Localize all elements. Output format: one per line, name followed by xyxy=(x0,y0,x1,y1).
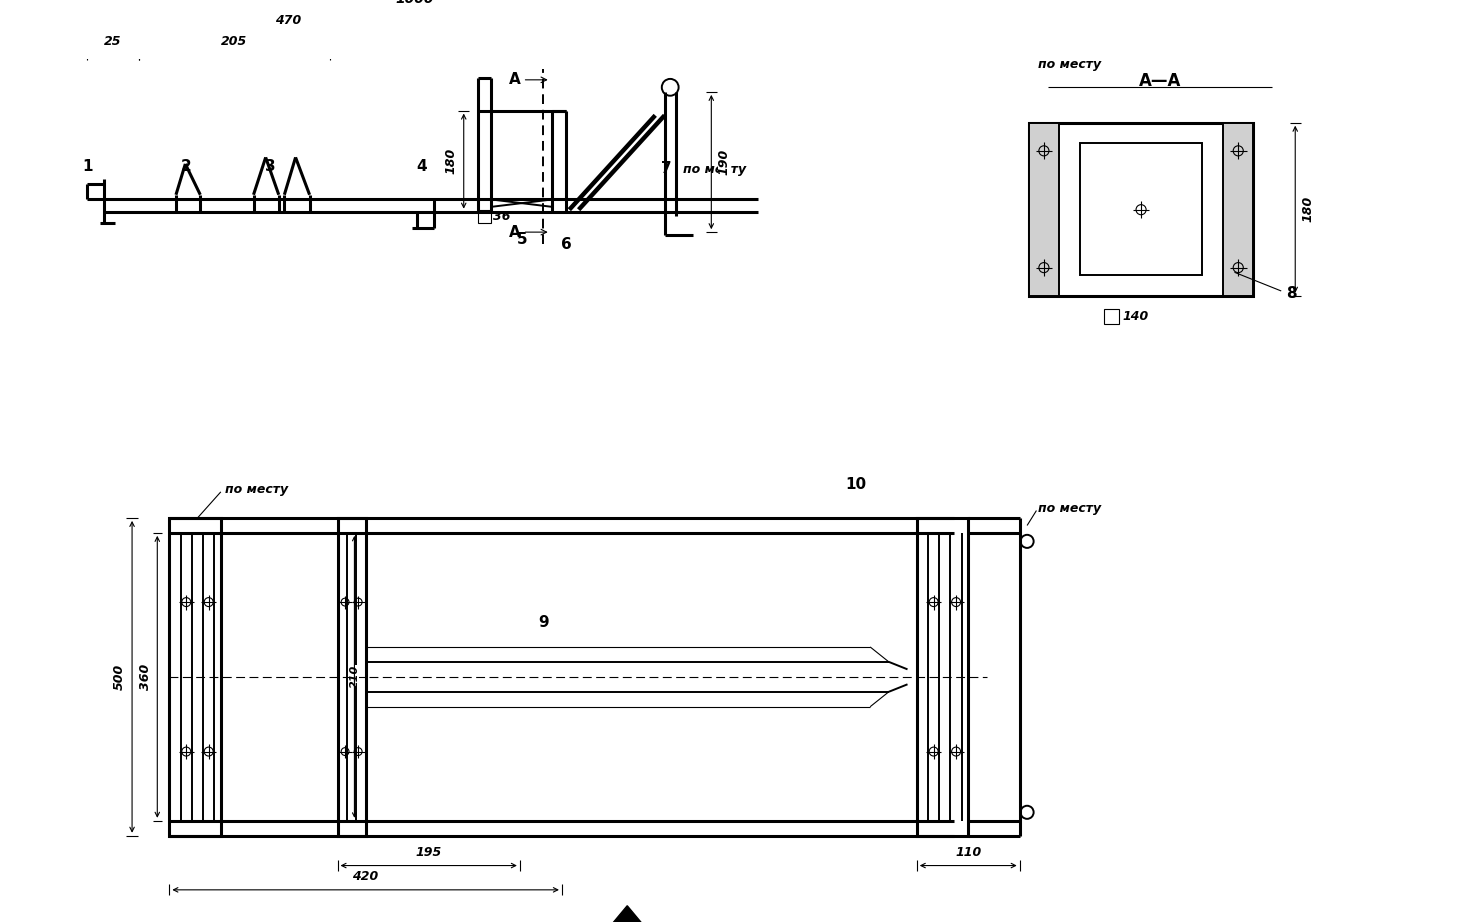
Text: 110: 110 xyxy=(955,846,981,859)
Polygon shape xyxy=(610,905,644,923)
Text: 6: 6 xyxy=(561,237,572,252)
Text: 140: 140 xyxy=(1123,310,1149,323)
Text: 9: 9 xyxy=(537,615,549,630)
Text: 195: 195 xyxy=(416,846,442,859)
Text: A: A xyxy=(510,224,521,240)
Bar xyxy=(1029,123,1058,295)
Text: 420: 420 xyxy=(352,870,378,883)
Text: 10: 10 xyxy=(845,477,867,492)
Text: 7: 7 xyxy=(661,162,672,176)
Text: 8: 8 xyxy=(1286,286,1296,301)
Bar xyxy=(1104,308,1118,324)
Text: 25: 25 xyxy=(104,35,121,48)
Text: 360: 360 xyxy=(139,664,152,690)
Text: 36: 36 xyxy=(492,210,510,222)
Text: 180: 180 xyxy=(1302,196,1315,222)
Text: 4: 4 xyxy=(416,160,426,174)
Text: A: A xyxy=(510,72,521,88)
Text: 1: 1 xyxy=(82,160,92,174)
Bar xyxy=(917,518,968,835)
Text: по месту: по месту xyxy=(683,163,746,176)
Bar xyxy=(1080,143,1202,275)
Text: 1000: 1000 xyxy=(396,0,434,6)
Text: 180: 180 xyxy=(444,148,457,174)
Text: 5: 5 xyxy=(517,232,527,247)
Bar xyxy=(337,518,365,835)
Text: 3: 3 xyxy=(266,160,276,174)
Text: 190: 190 xyxy=(718,149,731,175)
Text: 205: 205 xyxy=(222,35,248,48)
Text: 470: 470 xyxy=(274,14,301,27)
Bar xyxy=(477,210,491,222)
Text: 210: 210 xyxy=(349,665,359,689)
Text: по месту: по месту xyxy=(1038,58,1101,71)
Text: по месту: по месту xyxy=(1038,502,1101,515)
Bar xyxy=(1029,123,1253,295)
Text: 500: 500 xyxy=(112,664,126,690)
Bar xyxy=(169,518,220,835)
Text: по месту: по месту xyxy=(225,484,289,497)
Text: 2: 2 xyxy=(181,160,191,174)
Text: A—A: A—A xyxy=(1139,72,1181,90)
Bar xyxy=(1223,123,1253,295)
